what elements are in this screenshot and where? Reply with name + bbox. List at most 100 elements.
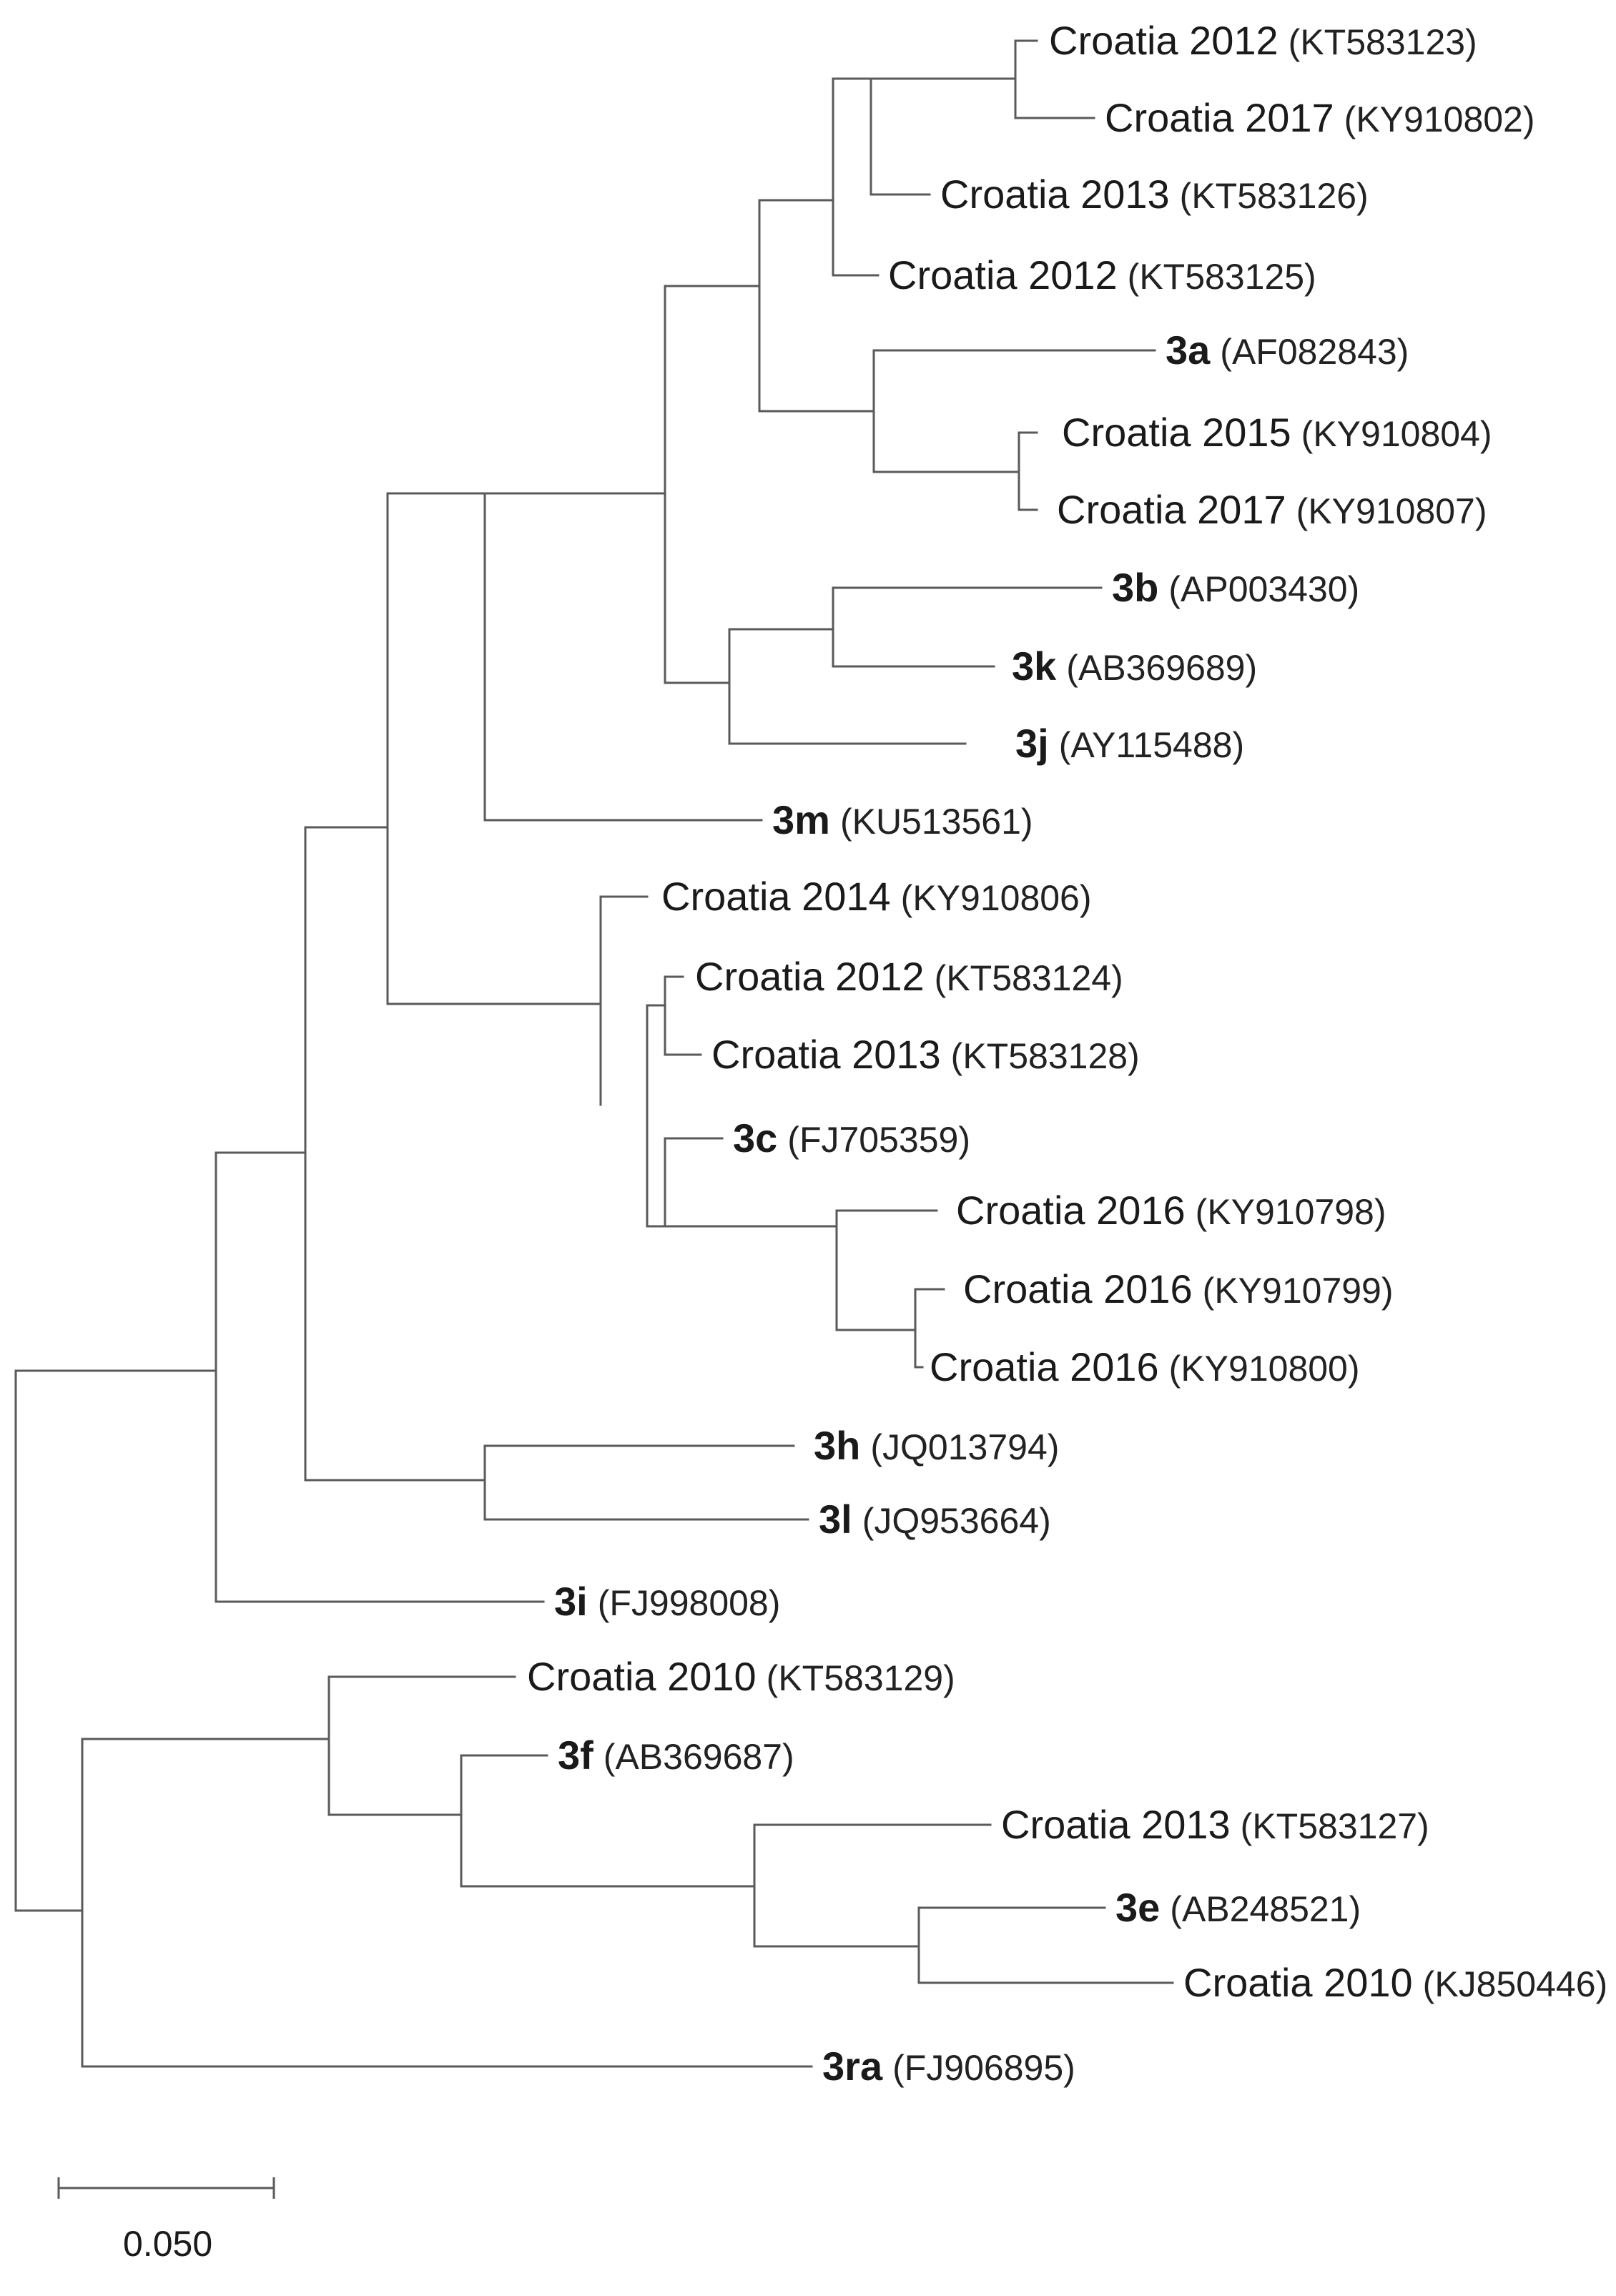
leaf-accession: (KY910804) bbox=[1301, 414, 1492, 454]
leaf-accession: (AB369687) bbox=[603, 1737, 794, 1777]
branch-croatia-2012-2013-c bbox=[664, 975, 702, 1056]
leaf-accession: (JQ953664) bbox=[862, 1501, 1051, 1541]
leaf-name: Croatia 2016 bbox=[963, 1266, 1193, 1311]
leaf-accession: (KY910798) bbox=[1196, 1192, 1386, 1232]
leaf-accession: (KT583124) bbox=[935, 958, 1123, 998]
leaf-label: Croatia 2010 (KJ850446) bbox=[1183, 1960, 1607, 2005]
scale-bar-line bbox=[57, 2177, 275, 2199]
leaf-accession: (AB248521) bbox=[1170, 1889, 1361, 1929]
branch-clade-ingroup bbox=[215, 1151, 307, 1603]
leaf-accession: (AP003430) bbox=[1168, 569, 1359, 609]
leaf-name: Croatia 2013 bbox=[940, 172, 1170, 217]
leaf-name: 3a bbox=[1166, 327, 1211, 373]
branch-croatia-a1 bbox=[832, 77, 872, 277]
leaf-name: 3e bbox=[1115, 1885, 1160, 1930]
leaf-accession: (KJ850446) bbox=[1423, 1964, 1608, 2004]
leaf-accession: (KT583128) bbox=[951, 1036, 1140, 1076]
branch-clade-a-inner bbox=[758, 199, 834, 413]
leaf-accession: (FJ705359) bbox=[787, 1120, 970, 1160]
leaf-accession: (KT583125) bbox=[1128, 257, 1316, 297]
branch-croatia-a2 bbox=[869, 77, 1017, 196]
leaf-label: 3ra (FJ906895) bbox=[822, 2044, 1075, 2089]
leaf-name: Croatia 2012 bbox=[1049, 18, 1278, 63]
leaf-name: 3ra bbox=[822, 2044, 883, 2089]
leaf-name: 3h bbox=[814, 1423, 860, 1468]
leaf-name: Croatia 2015 bbox=[1062, 410, 1291, 455]
leaf-name: Croatia 2012 bbox=[695, 954, 925, 999]
leaf-label: 3f (AB369687) bbox=[558, 1733, 794, 1778]
leaf-accession: (KY910799) bbox=[1203, 1271, 1394, 1311]
leaf-accession: (FJ906895) bbox=[892, 2048, 1075, 2088]
leaf-accession: (AF082843) bbox=[1220, 332, 1409, 372]
branch-hl-group bbox=[483, 1444, 809, 1521]
leaf-label: Croatia 2012 (KT583125) bbox=[888, 252, 1316, 297]
leaf-label: 3e (AB248521) bbox=[1115, 1885, 1361, 1930]
branch-clade-a bbox=[664, 285, 761, 684]
leaf-accession: (KT583126) bbox=[1180, 176, 1369, 216]
branch-bk-group bbox=[832, 586, 1103, 668]
leaf-accession: (JQ013794) bbox=[870, 1427, 1059, 1467]
leaf-label: Croatia 2013 (KT583128) bbox=[711, 1032, 1140, 1077]
leaf-name: Croatia 2017 bbox=[1105, 95, 1334, 140]
leaf-name: 3c bbox=[733, 1115, 777, 1161]
branch-clade-ab bbox=[386, 492, 486, 1005]
branch-cgroup-inner bbox=[646, 1004, 666, 1228]
leaf-name: Croatia 2010 bbox=[1183, 1960, 1413, 2005]
leaf-name: Croatia 2013 bbox=[1001, 1802, 1231, 1847]
branch-3e-group bbox=[753, 1823, 992, 1948]
leaf-label: Croatia 2014 (KY910806) bbox=[661, 874, 1092, 919]
leaf-name: 3m bbox=[772, 797, 830, 842]
leaf-accession: (AY115488) bbox=[1059, 725, 1244, 765]
branch-croatia-2016-group bbox=[835, 1209, 938, 1331]
leaf-label: 3b (AP003430) bbox=[1112, 565, 1359, 610]
leaf-accession: (KY910802) bbox=[1344, 99, 1535, 139]
leaf-accession: (KY910806) bbox=[901, 878, 1092, 918]
leaf-accession: (KY910800) bbox=[1169, 1349, 1360, 1389]
leaf-label: 3j (AY115488) bbox=[1015, 721, 1244, 766]
leaf-labels: Croatia 2012 (KT583123)Croatia 2017 (KY910… bbox=[527, 18, 1607, 2089]
leaf-label: Croatia 2010 (KT583129) bbox=[527, 1654, 955, 1699]
branch-bkj-group bbox=[728, 628, 967, 745]
leaf-label: Croatia 2015 (KY910804) bbox=[1062, 410, 1492, 455]
branch-clade-f-inner bbox=[327, 1675, 516, 1816]
leaf-name: 3l bbox=[819, 1497, 852, 1542]
leaf-name: Croatia 2012 bbox=[888, 252, 1118, 297]
leaf-name: 3i bbox=[554, 1579, 588, 1624]
branch-clade-f bbox=[81, 1738, 330, 2068]
leaf-accession: (KT583129) bbox=[767, 1658, 955, 1698]
leaf-label: 3l (JQ953664) bbox=[819, 1497, 1051, 1542]
leaf-label: Croatia 2017 (KY910807) bbox=[1057, 487, 1487, 532]
branch-3e-pair bbox=[917, 1906, 1174, 1984]
leaf-label: Croatia 2012 (KT583123) bbox=[1049, 18, 1477, 63]
leaf-label: Croatia 2017 (KY910802) bbox=[1105, 95, 1535, 140]
branch-clade-abkj bbox=[483, 492, 666, 822]
leaf-name: Croatia 2016 bbox=[956, 1188, 1186, 1233]
leaf-name: 3k bbox=[1012, 644, 1057, 689]
leaf-accession: (KT583123) bbox=[1289, 22, 1477, 62]
leaf-label: 3m (KU513561) bbox=[772, 797, 1033, 842]
leaf-accession: (KT583127) bbox=[1241, 1806, 1429, 1846]
leaf-name: Croatia 2017 bbox=[1057, 487, 1286, 532]
leaf-label: 3i (FJ998008) bbox=[554, 1579, 780, 1624]
leaf-name: 3j bbox=[1015, 721, 1049, 766]
branch-3a-group bbox=[872, 349, 1156, 473]
leaf-label: 3a (AF082843) bbox=[1166, 327, 1409, 373]
leaf-label: 3h (JQ013794) bbox=[814, 1423, 1059, 1468]
leaf-name: Croatia 2010 bbox=[527, 1654, 757, 1699]
branch-croatia-2016-pair bbox=[914, 1288, 945, 1369]
leaf-label: 3k (AB369689) bbox=[1012, 644, 1257, 689]
scale-bar-label: 0.050 bbox=[123, 2224, 212, 2264]
leaf-label: 3c (FJ705359) bbox=[733, 1115, 970, 1161]
leaf-label: Croatia 2013 (KT583127) bbox=[1001, 1802, 1429, 1847]
leaf-name: Croatia 2016 bbox=[930, 1344, 1159, 1389]
branch-3f-group bbox=[460, 1754, 756, 1888]
branch-croatia-a3 bbox=[1014, 39, 1038, 119]
branch-croatia-2015-2017 bbox=[1018, 431, 1038, 511]
leaf-name: Croatia 2013 bbox=[711, 1032, 941, 1077]
leaf-accession: (FJ998008) bbox=[598, 1583, 781, 1623]
leaf-label: Croatia 2013 (KT583126) bbox=[940, 172, 1369, 217]
leaf-accession: (KY910807) bbox=[1296, 491, 1487, 531]
leaf-name: 3f bbox=[558, 1733, 593, 1778]
branch-root bbox=[14, 1369, 217, 1912]
